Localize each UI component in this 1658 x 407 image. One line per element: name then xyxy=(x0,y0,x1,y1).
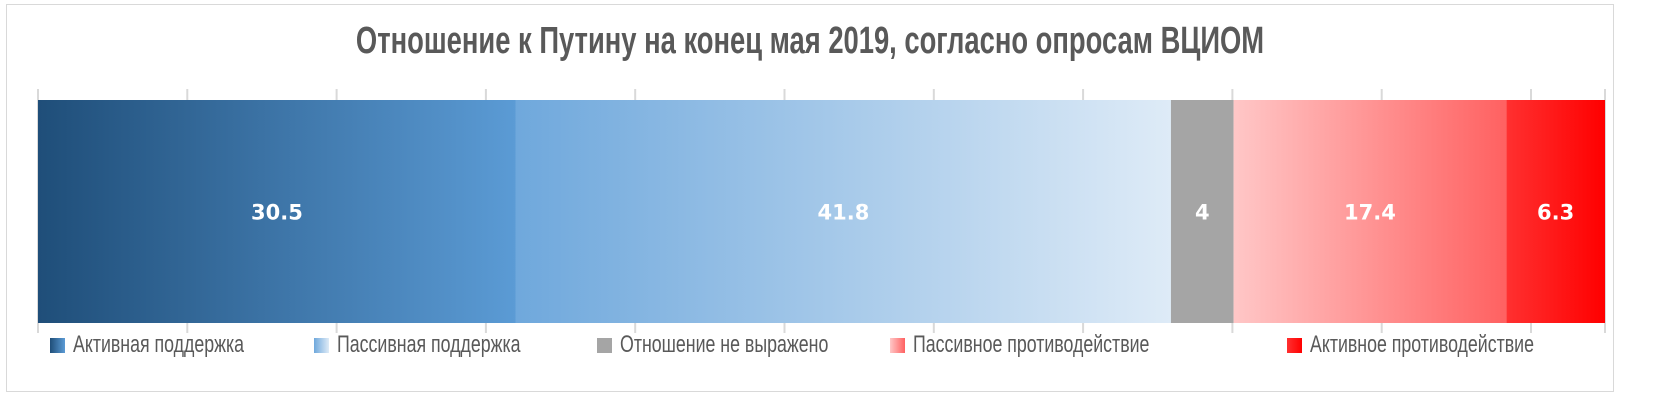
legend-item: Активная поддержка xyxy=(50,331,304,358)
legend-label: Пассивное противодействие xyxy=(913,331,1150,358)
legend-label: Пассивная поддержка xyxy=(337,331,521,358)
chart-frame xyxy=(6,4,1614,392)
bar-segment xyxy=(38,100,516,323)
legend-swatch xyxy=(1287,337,1302,353)
legend-swatch xyxy=(314,337,329,353)
legend-swatch xyxy=(50,337,65,353)
data-label: 6.3 xyxy=(1537,201,1574,225)
legend-item: Пассивная поддержка xyxy=(314,331,585,358)
bar-segment xyxy=(1506,100,1605,323)
legend-label: Активное противодействие xyxy=(1310,331,1534,358)
legend-swatch xyxy=(890,337,905,353)
legend-swatch xyxy=(597,337,612,353)
data-label: 17.4 xyxy=(1344,201,1396,225)
data-label: 4 xyxy=(1195,201,1210,225)
legend-item: Пассивное противодействие xyxy=(890,331,1233,358)
legend-item: Активное противодействие xyxy=(1287,331,1613,358)
legend-label: Активная поддержка xyxy=(73,331,245,358)
legend-item: Отношение не выражено xyxy=(597,331,902,358)
bar-segment xyxy=(1170,100,1234,323)
data-label: 41.8 xyxy=(818,201,870,225)
bar-segment xyxy=(1233,100,1507,323)
chart-title: Отношение к Путину на конец мая 2019, со… xyxy=(355,20,1265,62)
legend-label: Отношение не выражено xyxy=(620,331,829,358)
data-label: 30.5 xyxy=(251,201,303,225)
bar-segment xyxy=(515,100,1171,323)
